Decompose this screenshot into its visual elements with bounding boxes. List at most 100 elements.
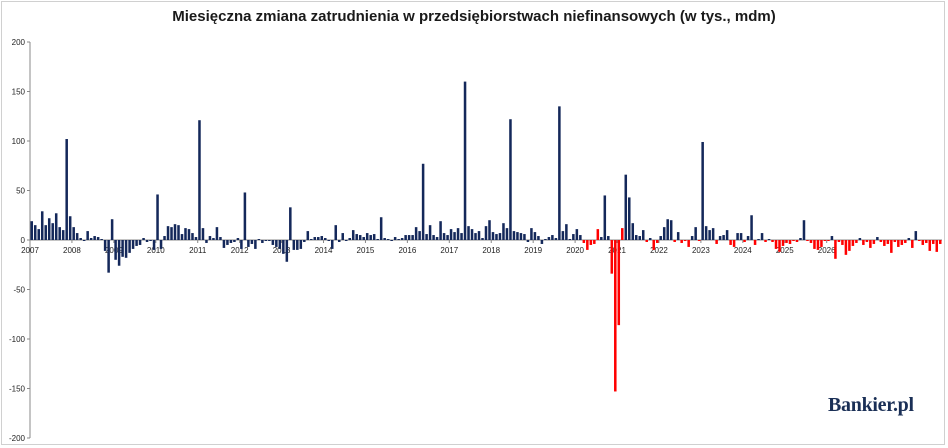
bar — [816, 240, 820, 250]
bar — [51, 223, 54, 240]
bar — [516, 232, 519, 240]
bar — [456, 228, 460, 240]
bar — [795, 240, 799, 242]
bar — [711, 228, 715, 240]
x-tick-label: 2014 — [315, 246, 333, 255]
y-tick-label: -150 — [9, 385, 26, 394]
x-tick-label: 2007 — [21, 246, 39, 255]
bar — [704, 226, 708, 240]
bar — [869, 240, 872, 248]
bar — [484, 226, 488, 240]
bar — [631, 223, 635, 240]
bar — [544, 239, 547, 240]
bar — [603, 195, 607, 240]
bar — [334, 225, 338, 240]
bar — [166, 226, 170, 240]
bar — [904, 240, 907, 243]
bar — [54, 213, 58, 240]
bar — [537, 236, 540, 240]
bar — [676, 232, 680, 240]
bar — [554, 238, 558, 240]
bar — [47, 218, 51, 240]
bar — [565, 224, 568, 240]
bar — [86, 231, 89, 240]
bar — [393, 237, 397, 240]
bar — [596, 229, 600, 240]
bar — [641, 230, 645, 240]
bar — [194, 237, 198, 240]
bar — [488, 220, 491, 240]
bar — [862, 240, 865, 245]
x-tick-label: 2012 — [231, 246, 249, 255]
bar — [886, 240, 890, 244]
bar — [240, 240, 243, 249]
bar — [365, 233, 369, 240]
bar — [198, 120, 201, 240]
bar — [124, 240, 128, 258]
bar — [932, 240, 935, 244]
bar — [110, 219, 114, 240]
bar — [781, 240, 785, 246]
bar — [568, 239, 572, 240]
bar — [551, 235, 554, 240]
bar — [662, 227, 666, 240]
bar — [879, 240, 883, 242]
y-tick-label: 100 — [12, 137, 26, 146]
bar — [68, 216, 72, 240]
bar — [921, 240, 925, 245]
bar — [938, 240, 942, 244]
bar — [379, 217, 383, 240]
bar — [435, 237, 439, 240]
bar — [421, 163, 425, 240]
bar — [460, 233, 463, 240]
bar — [341, 233, 344, 240]
bar — [163, 236, 166, 240]
bar — [299, 240, 303, 249]
bar — [320, 236, 324, 240]
bar — [467, 226, 470, 240]
bar — [135, 240, 138, 246]
x-tick-label: 2009 — [105, 246, 123, 255]
y-axis: 200 150 100 50 0 -50 -100 -150 -200 — [9, 38, 31, 443]
bar — [834, 240, 837, 259]
bar — [30, 221, 34, 240]
bar — [355, 234, 358, 240]
bar — [425, 234, 428, 240]
bar — [463, 81, 467, 240]
bar — [872, 240, 876, 244]
bar — [184, 228, 187, 240]
bar — [271, 240, 275, 245]
bar — [264, 240, 268, 241]
bar — [369, 235, 372, 240]
y-tick-label: 0 — [21, 236, 26, 245]
bar — [156, 194, 159, 240]
bar — [177, 225, 180, 240]
bar — [925, 240, 928, 243]
bar — [760, 233, 764, 240]
bar — [690, 236, 694, 240]
bar — [306, 231, 310, 240]
bar — [788, 240, 792, 244]
bar — [530, 228, 533, 240]
y-tick-label: 200 — [12, 38, 26, 47]
bar — [799, 238, 802, 240]
bar — [907, 238, 911, 240]
bar — [593, 240, 596, 244]
bar — [222, 240, 226, 248]
bar — [303, 240, 306, 242]
bar — [145, 240, 149, 242]
bar — [680, 240, 683, 243]
bar — [911, 240, 914, 248]
bar — [96, 237, 100, 240]
bar — [694, 227, 697, 240]
bar — [575, 229, 579, 240]
x-tick-label: 2011 — [189, 246, 207, 255]
bar — [778, 240, 781, 252]
bar — [498, 233, 502, 240]
bar — [586, 240, 589, 250]
bar — [296, 240, 299, 250]
bar — [386, 239, 390, 240]
bar — [449, 229, 453, 240]
bar — [75, 233, 79, 240]
